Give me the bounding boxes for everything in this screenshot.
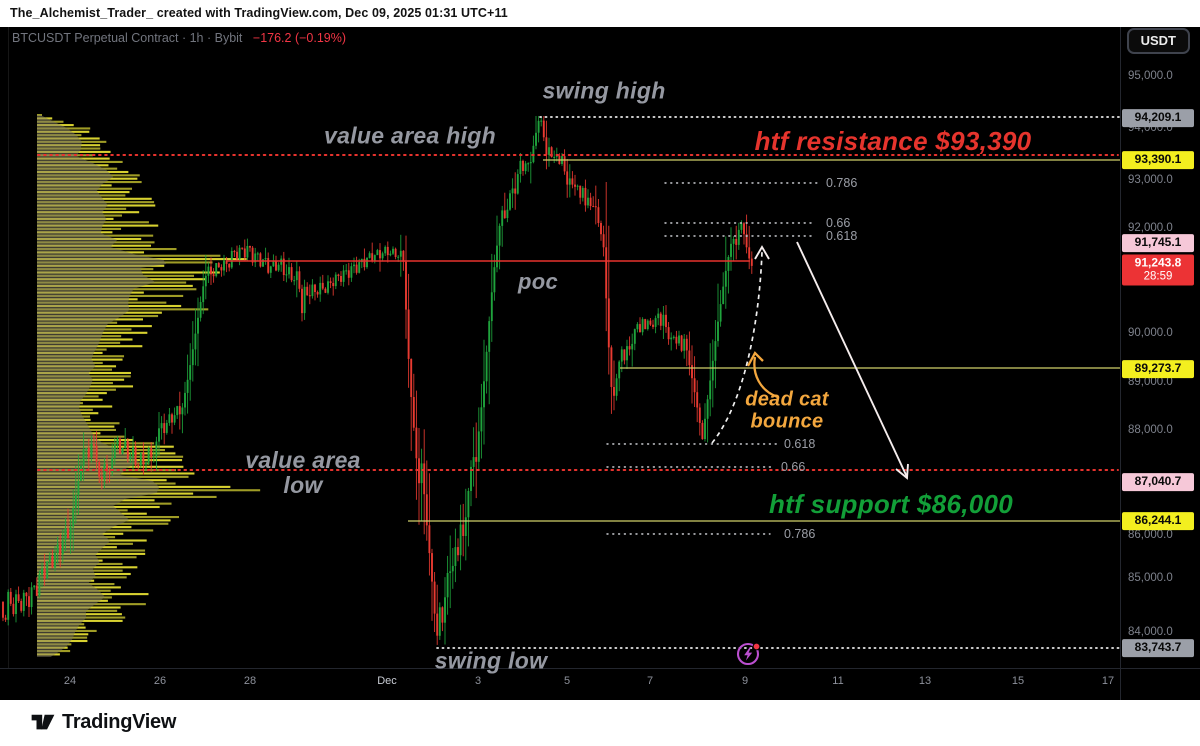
price-tick-880000: 88,000.0: [1128, 424, 1173, 436]
price-tick-930000: 93,000.0: [1128, 174, 1173, 186]
time-tick-5: 5: [563, 675, 571, 687]
time-tick-24: 24: [63, 675, 77, 687]
htf-resistance-label[interactable]: htf resistance $93,390: [754, 125, 1032, 156]
value-area-high-label[interactable]: value area high: [324, 122, 496, 149]
attribution-bar: The_Alchemist_Trader_ created with Tradi…: [0, 0, 1200, 27]
fib-level-label-0.618: 0.618: [784, 437, 816, 451]
symbol-description: BTCUSDT Perpetual Contract · 1h · Bybit: [12, 31, 243, 45]
price-change: −176.2 (−0.19%): [252, 31, 347, 45]
tradingview-logo-icon[interactable]: [30, 709, 56, 735]
price-tick-890000: 89,000.0: [1128, 376, 1173, 388]
price-badge-917451: 91,745.1: [1122, 234, 1194, 252]
price-badge-837437: 83,743.7: [1122, 639, 1194, 657]
time-axis-separator: [0, 668, 1200, 669]
price-tick-950000: 95,000.0: [1128, 70, 1173, 82]
bounce-path-arrow: [711, 251, 763, 444]
time-tick-Dec: Dec: [377, 675, 397, 687]
fib-level-label-0.618: 0.618: [826, 229, 858, 243]
time-tick-17: 17: [1101, 675, 1115, 687]
time-tick-11: 11: [832, 675, 844, 687]
swing-low-label[interactable]: swing low: [434, 647, 548, 674]
attribution-text: The_Alchemist_Trader_ created with Tradi…: [10, 6, 508, 20]
time-tick-3: 3: [474, 675, 482, 687]
dead-cat-arrow: [753, 356, 779, 399]
fib-level-label-0.786: 0.786: [784, 527, 816, 541]
price-tick-920000: 92,000.0: [1128, 222, 1173, 234]
breakdown-arrow: [796, 241, 908, 478]
chart-left-border: [8, 27, 9, 668]
price-tick-840000: 84,000.0: [1128, 626, 1173, 638]
price-badge-870407: 87,040.7: [1122, 473, 1194, 491]
value-area-low-label[interactable]: value area low: [245, 447, 361, 498]
time-tick-7: 7: [646, 675, 654, 687]
dead-cat-bounce-label[interactable]: dead cat bounce: [745, 388, 829, 432]
price-badge-933901: 93,390.1: [1122, 151, 1194, 169]
time-tick-9: 9: [741, 675, 749, 687]
price-tick-860000: 86,000.0: [1128, 529, 1173, 541]
price-tick-900000: 90,000.0: [1128, 327, 1173, 339]
poc-label[interactable]: poc: [517, 269, 559, 295]
time-tick-26: 26: [153, 675, 167, 687]
fib-level-label-0.786: 0.786: [826, 176, 858, 190]
flash-idea-icon[interactable]: [735, 640, 763, 668]
footer-bar: TradingView: [0, 700, 1200, 746]
fib-level-label-0.66: 0.66: [781, 460, 806, 474]
currency-toggle-button[interactable]: USDT: [1126, 28, 1190, 54]
time-tick-15: 15: [1011, 675, 1025, 687]
time-tick-28: 28: [243, 675, 257, 687]
fib-level-label-0.66: 0.66: [826, 216, 851, 230]
price-badge-942091: 94,209.1: [1122, 109, 1194, 127]
price-badge-892737: 89,273.7: [1122, 360, 1194, 378]
price-badge-862441: 86,244.1: [1122, 512, 1194, 530]
swing-high-label[interactable]: swing high: [542, 77, 666, 104]
price-axis-separator: [1120, 27, 1121, 700]
price-badge-912438: 91,243.8 28:59: [1122, 254, 1194, 286]
htf-support-label[interactable]: htf support $86,000: [768, 488, 1014, 519]
chart-legend[interactable]: BTCUSDT Perpetual Contract · 1h · Bybit …: [12, 31, 346, 45]
tradingview-brand-name[interactable]: TradingView: [62, 711, 177, 733]
price-tick-850000: 85,000.0: [1128, 572, 1173, 584]
time-tick-13: 13: [918, 675, 932, 687]
